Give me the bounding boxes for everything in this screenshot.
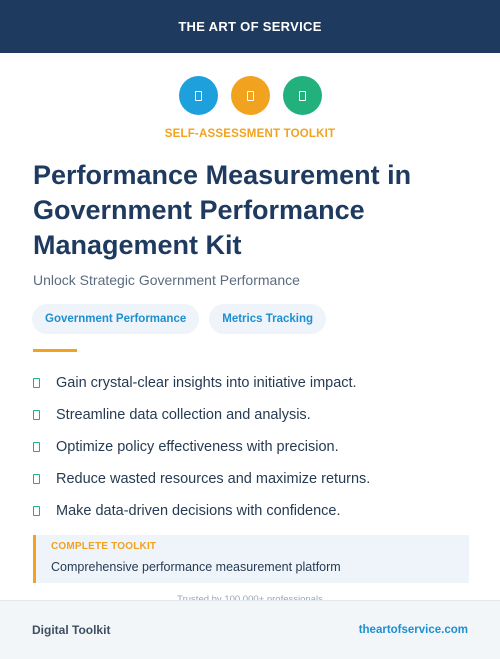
tag-list: Government Performance Metrics Tracking: [32, 304, 327, 334]
benefit-list: Gain crystal-clear insights into initiat…: [33, 367, 370, 527]
benefit-text: Streamline data collection and analysis.: [56, 407, 311, 423]
document-icon: [230, 76, 270, 115]
subtitle: Unlock Strategic Government Performance: [33, 272, 300, 288]
toolkit-card: COMPLETE TOOLKIT Comprehensive performan…: [33, 535, 469, 583]
card-text: Comprehensive performance measurement pl…: [51, 560, 341, 574]
document-icon: [178, 76, 218, 115]
tag-government-performance[interactable]: Government Performance: [32, 304, 200, 334]
kicker-label: SELF-ASSESSMENT TOOLKIT: [164, 128, 336, 140]
benefit-text: Make data-driven decisions with confiden…: [56, 503, 341, 519]
list-item: Gain crystal-clear insights into initiat…: [33, 367, 370, 399]
list-item: Streamline data collection and analysis.: [33, 399, 370, 431]
footer: Digital Toolkit theartofservice.com: [0, 600, 500, 659]
brand-name: THE ART OF SERVICE: [178, 19, 322, 34]
list-item: Reduce wasted resources and maximize ret…: [33, 463, 370, 495]
list-item: Optimize policy effectiveness with preci…: [33, 431, 370, 463]
check-icon: [33, 410, 40, 420]
list-item: Make data-driven decisions with confiden…: [33, 495, 370, 527]
page-title: Performance Measurement in Government Pe…: [33, 160, 412, 260]
accent-divider: [33, 349, 77, 352]
tag-metrics-tracking[interactable]: Metrics Tracking: [209, 304, 327, 334]
check-icon: [33, 474, 40, 484]
document-icon: [282, 76, 322, 115]
card-label: COMPLETE TOOLKIT: [51, 541, 157, 552]
benefit-text: Optimize policy effectiveness with preci…: [56, 439, 339, 455]
website-link[interactable]: theartofservice.com: [358, 624, 468, 636]
benefit-text: Reduce wasted resources and maximize ret…: [56, 471, 371, 487]
icon-row: [0, 76, 500, 115]
check-icon: [33, 442, 40, 452]
trusted-note: Trusted by 100,000+ professionals: [177, 594, 323, 600]
check-icon: [33, 506, 40, 516]
check-icon: [33, 378, 40, 388]
benefit-text: Gain crystal-clear insights into initiat…: [56, 375, 357, 391]
header-bar: THE ART OF SERVICE: [0, 0, 500, 53]
footer-label: Digital Toolkit: [32, 623, 111, 637]
